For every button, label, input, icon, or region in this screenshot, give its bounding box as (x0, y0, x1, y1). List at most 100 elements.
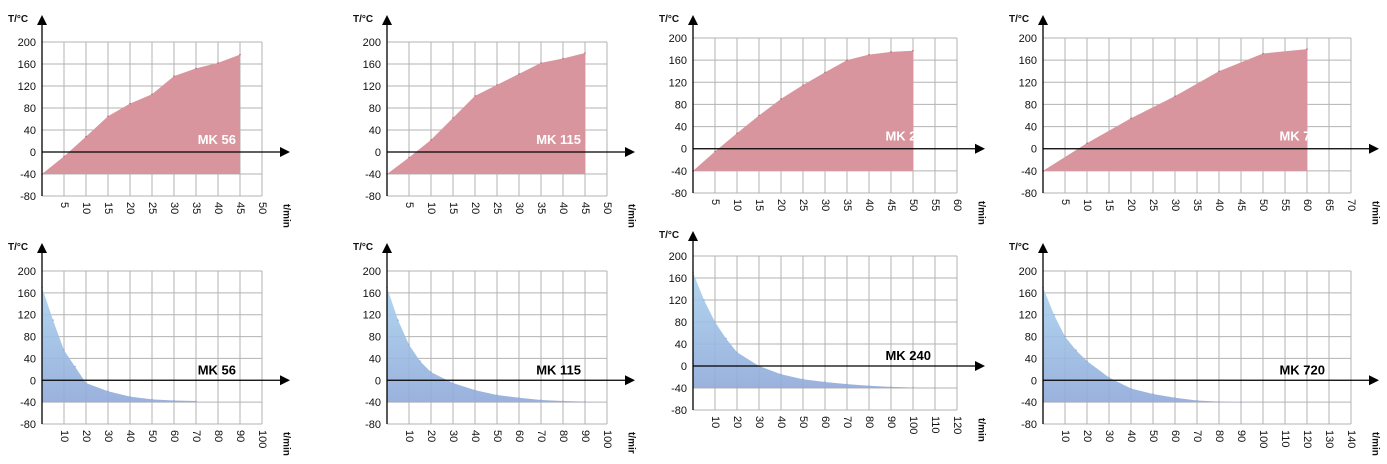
x-axis-title: t/mir (625, 432, 636, 454)
data-point (802, 84, 804, 86)
x-tick-label: 40 (557, 202, 569, 214)
x-tick-label: 80 (863, 416, 875, 428)
data-point (195, 67, 197, 70)
data-point (1218, 70, 1220, 73)
x-tick-label: 90 (1235, 430, 1247, 442)
x-tick-label: 10 (709, 416, 721, 428)
data-point (890, 51, 892, 53)
x-tick-label: 30 (819, 199, 831, 211)
data-point (1174, 95, 1176, 97)
y-tick-label: -40 (365, 169, 381, 181)
data-point (518, 396, 520, 399)
series-label: MK 115 (536, 362, 581, 377)
x-tick-label: 20 (425, 430, 437, 442)
data-point (714, 150, 716, 153)
y-tick-label: -40 (1021, 166, 1037, 178)
data-point (452, 382, 454, 384)
data-point (780, 98, 782, 100)
x-axis-arrow (625, 375, 635, 386)
y-tick-label: -80 (365, 191, 381, 203)
grid (1043, 270, 1352, 425)
y-tick-label: 0 (681, 361, 687, 373)
y-tick-label: -80 (1021, 188, 1037, 200)
y-tick-label: 80 (369, 103, 381, 115)
y-tick-label: 80 (1025, 332, 1037, 344)
y-tick-label: 40 (675, 122, 687, 134)
x-tick-label: 100 (256, 430, 268, 448)
y-tick-label: 0 (375, 147, 381, 159)
x-tick-label: 60 (951, 199, 963, 211)
x-tick-label: 140 (1345, 430, 1357, 448)
x-tick-label: 60 (168, 430, 180, 442)
data-point (758, 114, 760, 117)
data-point (890, 386, 892, 388)
x-tick-label: 40 (212, 202, 224, 214)
x-axis-arrow (1369, 375, 1379, 386)
x-tick-label: 55 (929, 199, 941, 211)
x-tick-label: 50 (146, 430, 158, 442)
data-point (474, 95, 476, 97)
data-point (1240, 401, 1242, 403)
data-point (934, 387, 936, 389)
x-axis-arrow (975, 361, 985, 371)
y-tick-label: -40 (1021, 397, 1037, 409)
data-point (868, 385, 870, 387)
data-point (408, 156, 410, 159)
data-point (562, 400, 564, 402)
x-tick-label: 70 (535, 430, 547, 442)
x-tick-label: 50 (491, 430, 503, 442)
y-axis-title: T/°C (1009, 242, 1029, 253)
data-point (397, 319, 399, 321)
x-tick-label: 40 (1213, 199, 1225, 211)
y-axis-title: T/°C (659, 14, 679, 25)
y-axis-arrow (1038, 15, 1048, 25)
y-tick-label: 200 (669, 251, 687, 263)
x-tick-label: 20 (80, 430, 92, 442)
data-point (1130, 387, 1132, 390)
x-tick-label: 20 (731, 416, 743, 428)
x-tick-label: 40 (124, 430, 136, 442)
x-tick-label: 50 (1257, 199, 1269, 211)
x-tick-label: 120 (951, 416, 963, 434)
x-tick-label: 30 (753, 416, 765, 428)
chart-2: -80 -40 0 40 80 120 160 200 5 10 15 20 25 30 35 40 45 50 5… (659, 14, 986, 225)
data-point (129, 102, 131, 105)
x-axis-arrow (625, 147, 635, 157)
y-tick-label: -80 (671, 405, 687, 417)
grid (42, 270, 263, 425)
x-tick-label: 110 (1279, 430, 1291, 448)
y-axis-arrow (1038, 243, 1048, 253)
series-area (42, 287, 196, 403)
y-tick-label: 160 (1019, 288, 1037, 300)
y-tick-label: -40 (671, 166, 687, 178)
x-axis-title: t/min (975, 201, 986, 225)
x-tick-label: 120 (1301, 430, 1313, 448)
y-tick-label: 200 (18, 37, 36, 49)
x-tick-label: 25 (797, 199, 809, 211)
x-tick-label: 30 (1103, 430, 1115, 442)
data-point (151, 398, 153, 401)
data-point (725, 337, 727, 340)
x-tick-label: 30 (168, 202, 180, 214)
data-point (912, 49, 914, 52)
x-tick-label: 35 (1191, 199, 1203, 211)
x-tick-label: 90 (234, 430, 246, 442)
x-tick-label: 35 (190, 202, 202, 214)
x-tick-label: 15 (447, 202, 459, 214)
x-tick-label: 25 (146, 202, 158, 214)
y-tick-label: 200 (669, 33, 687, 45)
data-point (802, 378, 804, 380)
x-tick-label: 45 (885, 199, 897, 211)
x-axis-title: t/min (280, 204, 291, 228)
y-axis-arrow (688, 231, 698, 241)
y-tick-label: 40 (24, 353, 36, 365)
data-point (1075, 349, 1077, 352)
data-point (173, 75, 175, 77)
data-point (151, 93, 153, 96)
y-tick-label: 200 (363, 37, 381, 49)
series-label: MK 240 (885, 348, 931, 363)
data-point (107, 115, 109, 118)
data-point (408, 343, 410, 346)
y-tick-label: 200 (1019, 33, 1037, 45)
y-tick-label: 160 (18, 59, 36, 71)
